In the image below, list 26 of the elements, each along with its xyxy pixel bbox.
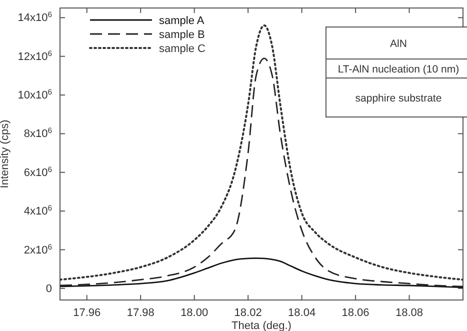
y-tick-label: 6x10$^{6}$ <box>24 164 52 179</box>
annotation: sapphire substrate <box>355 92 442 104</box>
x-tick-label: 17.96 <box>73 306 101 319</box>
y-tick-label: 8x10$^{6}$ <box>24 126 52 140</box>
y-tick-label: 14x10$^{6}$ <box>18 10 52 24</box>
annotation: AlN <box>390 38 407 50</box>
y-tick-label: 12x10$^{6}$ <box>18 48 52 63</box>
y-axis-title: Intensity (cps) <box>0 120 11 188</box>
x-tick-label: 18.00 <box>180 306 208 319</box>
x-tick-label: 18.08 <box>396 306 424 319</box>
y-tick-label: 2x10$^{6}$ <box>24 242 52 256</box>
text: sample C <box>159 43 206 55</box>
line-series <box>60 258 463 288</box>
text: sample B <box>159 29 205 41</box>
text: sample A <box>159 15 205 27</box>
line-series <box>60 58 463 288</box>
layer-stack-diagram: AlN LT-AlN nucleation (10 nm) sapphire substrate <box>325 26 467 118</box>
y-tick-label: 0 <box>46 282 52 295</box>
x-axis-title: Theta (deg.) <box>232 320 292 331</box>
y-tick-label: 4x10$^{6}$ <box>24 203 52 218</box>
annotation: LT-AlN nucleation (10 nm) <box>338 64 460 76</box>
x-tick-label: 18.06 <box>342 306 370 319</box>
x-tick-label: 17.98 <box>126 306 154 319</box>
x-tick-label: 18.02 <box>234 306 262 319</box>
x-tick-label: 18.04 <box>288 306 316 319</box>
y-tick-label: 10x10$^{6}$ <box>18 87 52 102</box>
